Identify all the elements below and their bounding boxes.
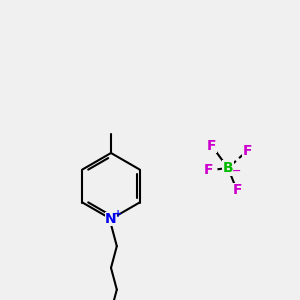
Text: F: F — [243, 144, 252, 158]
Text: N: N — [105, 212, 117, 226]
Text: F: F — [204, 164, 213, 177]
Text: F: F — [232, 184, 242, 197]
Text: F: F — [207, 139, 216, 152]
Text: −: − — [232, 165, 242, 176]
Text: +: + — [113, 209, 122, 219]
Text: B: B — [223, 161, 233, 175]
